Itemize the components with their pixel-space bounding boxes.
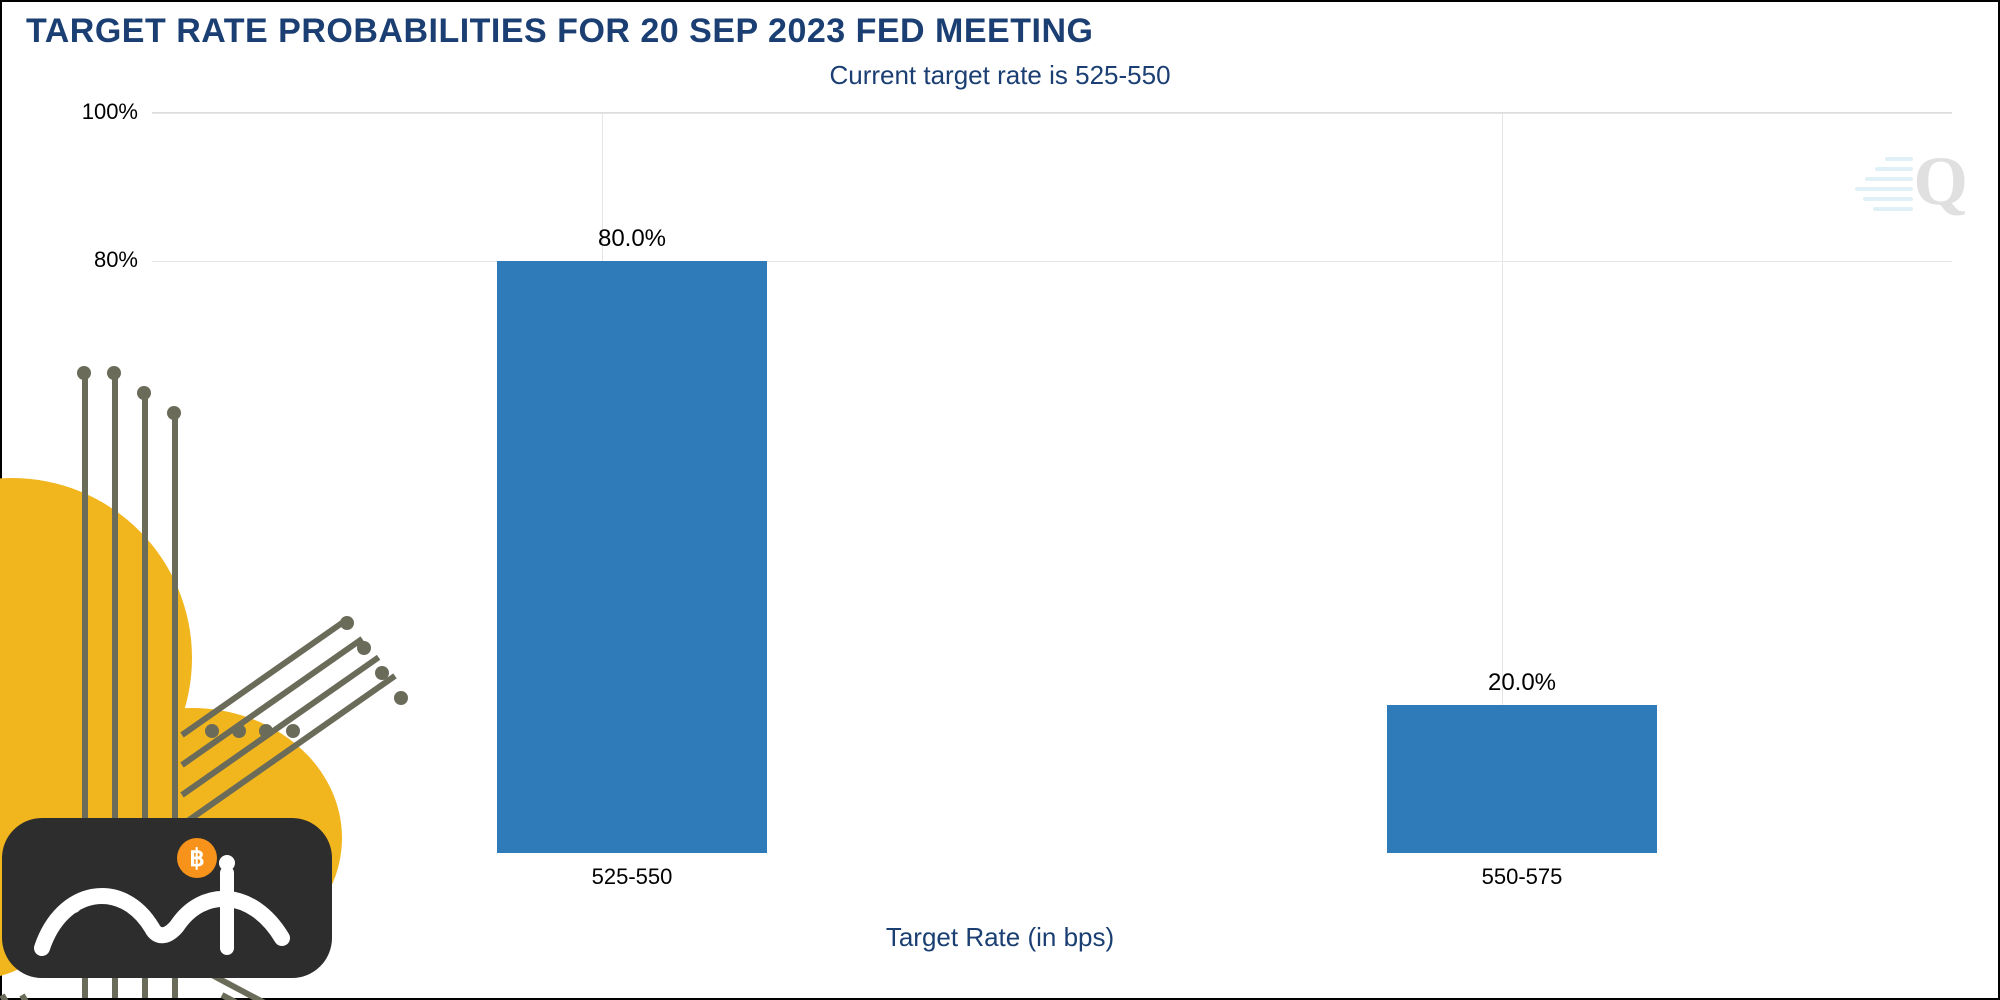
chart-title: TARGET RATE PROBABILITIES FOR 20 SEP 202… (26, 12, 1093, 51)
bar-value-label: 20.0% (1422, 669, 1622, 697)
y-tick-label: 100% (28, 99, 138, 125)
chart-frame: TARGET RATE PROBABILITIES FOR 20 SEP 202… (0, 0, 2000, 1000)
bar (497, 261, 767, 853)
x-tick-label: 525-550 (532, 864, 732, 890)
chart-subtitle: Current target rate is 525-550 (2, 60, 1998, 91)
bar-value-label: 80.0% (532, 225, 732, 253)
bar (1387, 705, 1657, 853)
grid-line (152, 261, 1952, 262)
x-axis-title: Target Rate (in bps) (2, 922, 1998, 953)
y-tick-label: 80% (28, 247, 138, 273)
plot-inner: 80.0% 20.0% (152, 112, 1952, 853)
x-tick-label: 550-575 (1422, 864, 1622, 890)
plot-area: 80.0% 20.0% (152, 112, 1952, 852)
grid-line (152, 113, 1952, 114)
